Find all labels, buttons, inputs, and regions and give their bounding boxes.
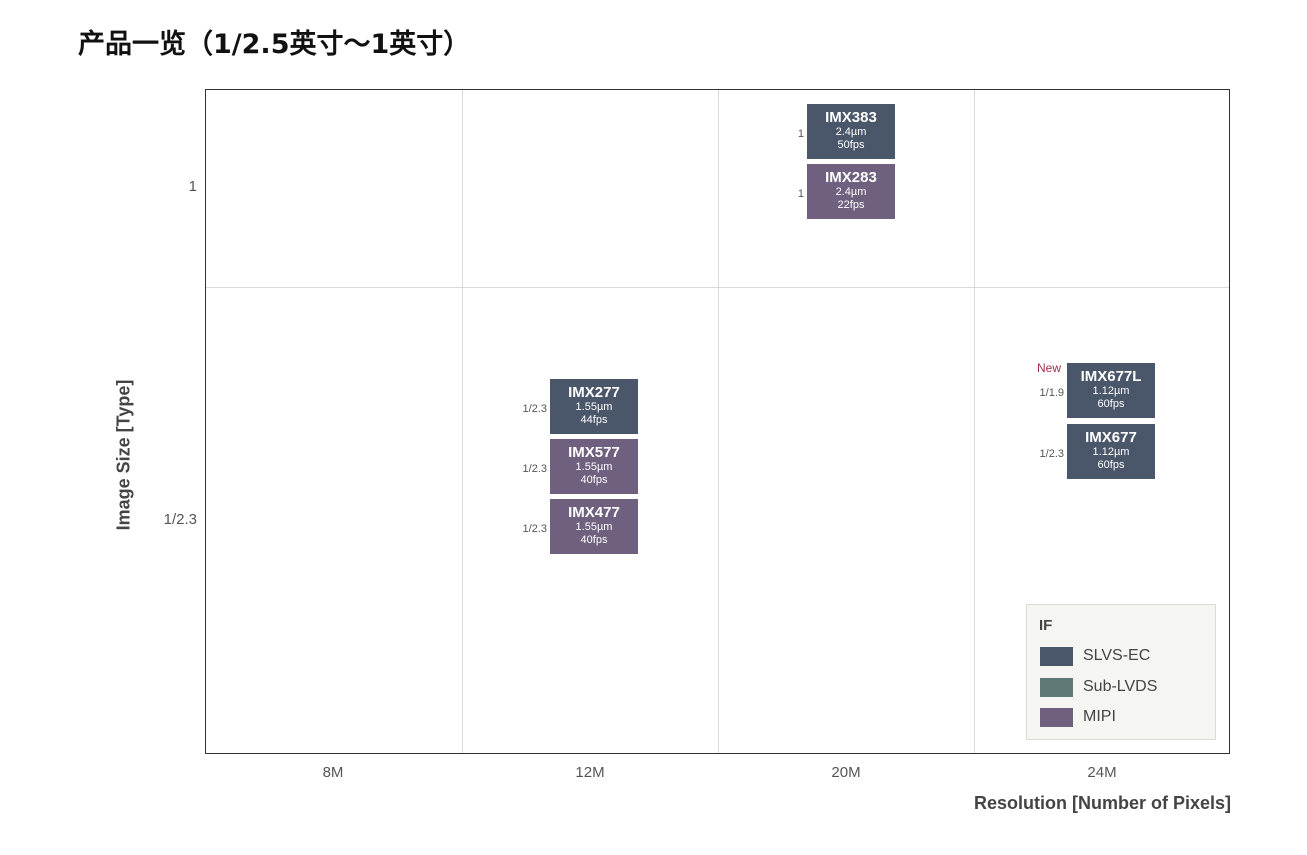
y-axis-label: Image Size [Type] — [113, 379, 134, 531]
product-size-label: 1/2.3 — [1039, 448, 1064, 460]
grid-line — [718, 90, 719, 753]
product-pixel-size: 2.4µm — [835, 186, 867, 198]
product-frame-rate: 50fps — [837, 139, 865, 151]
legend-label: MIPI — [1083, 708, 1116, 725]
product-name: IMX477 — [568, 504, 620, 521]
x-tick-label: 8M — [322, 764, 344, 781]
product-pixel-size: 1.12µm — [1092, 446, 1130, 458]
product-frame-rate: 22fps — [837, 199, 865, 211]
legend-label: SLVS-EC — [1083, 647, 1151, 664]
grid-line — [206, 287, 1229, 288]
product-box-imx677l: IMX677L 1.12µm 60fps — [1067, 363, 1155, 418]
chart-plot-area — [205, 89, 1230, 754]
product-box-imx577: IMX577 1.55µm 40fps — [550, 439, 638, 494]
product-frame-rate: 60fps — [1097, 398, 1125, 410]
legend: IF SLVS-EC Sub-LVDS MIPI — [1026, 604, 1216, 740]
x-tick-label: 24M — [1087, 764, 1117, 781]
product-name: IMX677 — [1085, 429, 1137, 446]
y-tick-label: 1/2.3 — [163, 511, 197, 528]
product-size-label: 1/2.3 — [522, 523, 547, 535]
product-pixel-size: 2.4µm — [835, 126, 867, 138]
x-tick-label: 20M — [831, 764, 861, 781]
y-tick-label: 1 — [188, 178, 197, 195]
product-name: IMX383 — [825, 109, 877, 126]
product-name: IMX283 — [825, 169, 877, 186]
legend-title: IF — [1039, 617, 1053, 634]
product-size-label: 1 — [797, 188, 804, 200]
product-box-imx283: IMX283 2.4µm 22fps — [807, 164, 895, 219]
product-size-label: 1/1.9 — [1039, 387, 1064, 399]
product-frame-rate: 40fps — [580, 534, 608, 546]
product-size-label: 1/2.3 — [522, 403, 547, 415]
new-badge: New — [1037, 361, 1062, 375]
grid-line — [462, 90, 463, 753]
page-title: 产品一览（1/2.5英寸～1英寸） — [78, 29, 471, 60]
legend-swatch — [1040, 647, 1073, 666]
product-name: IMX577 — [568, 444, 620, 461]
product-box-imx383: IMX383 2.4µm 50fps — [807, 104, 895, 159]
product-box-imx477: IMX477 1.55µm 40fps — [550, 499, 638, 554]
legend-label: Sub-LVDS — [1083, 678, 1158, 695]
product-pixel-size: 1.55µm — [575, 401, 613, 413]
product-pixel-size: 1.55µm — [575, 521, 613, 533]
product-pixel-size: 1.55µm — [575, 461, 613, 473]
x-axis-label: Resolution [Number of Pixels] — [973, 793, 1231, 813]
legend-swatch — [1040, 708, 1073, 727]
x-tick-label: 12M — [575, 764, 605, 781]
product-box-imx277: IMX277 1.55µm 44fps — [550, 379, 638, 434]
product-frame-rate: 60fps — [1097, 459, 1125, 471]
product-name: IMX277 — [568, 384, 620, 401]
legend-swatch — [1040, 678, 1073, 697]
product-frame-rate: 40fps — [580, 474, 608, 486]
product-name: IMX677L — [1080, 368, 1142, 385]
product-size-label: 1 — [797, 128, 804, 140]
product-box-imx677: IMX677 1.12µm 60fps — [1067, 424, 1155, 479]
product-frame-rate: 44fps — [580, 414, 608, 426]
product-size-label: 1/2.3 — [522, 463, 547, 475]
grid-line — [974, 90, 975, 753]
product-pixel-size: 1.12µm — [1092, 385, 1130, 397]
